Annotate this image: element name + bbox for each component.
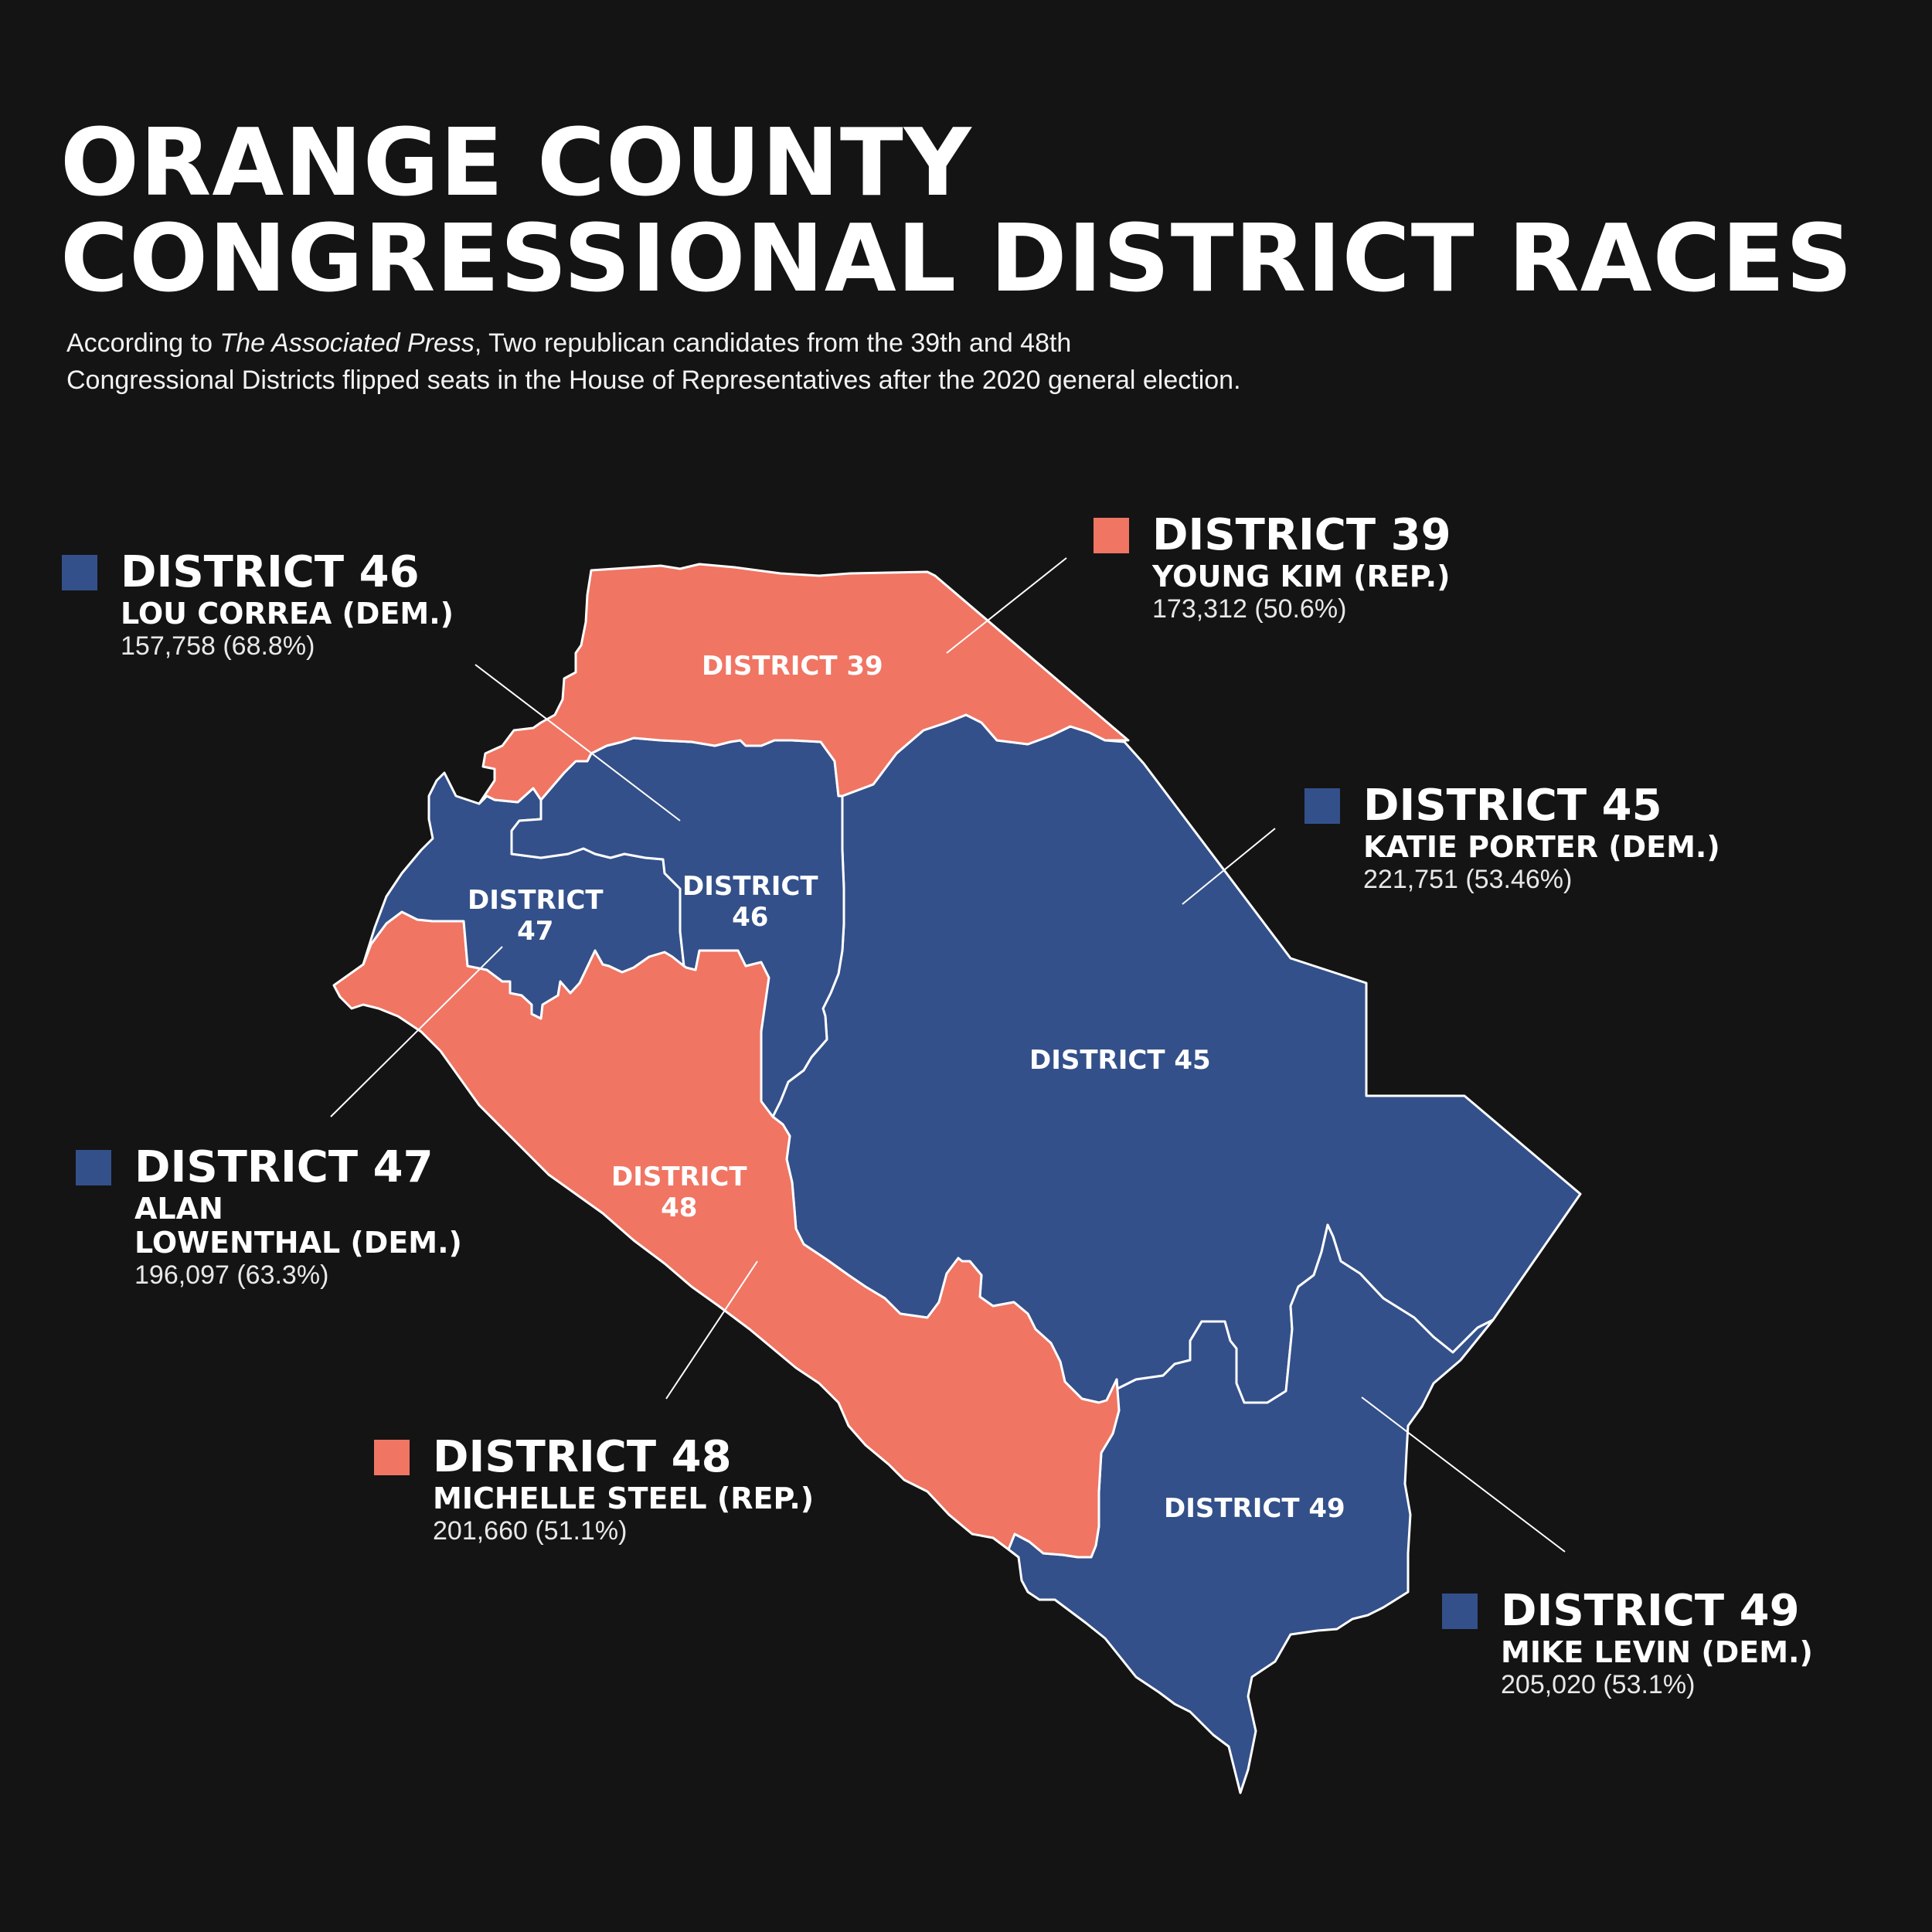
leader-line-45 [1182, 828, 1276, 905]
legend-39-header: DISTRICT 39 [1094, 512, 1451, 560]
legend-39-title: DISTRICT 39 [1152, 510, 1451, 560]
legend-46-votes: 157,758 (68.8%) [121, 631, 315, 661]
legend-district-39: DISTRICT 39 YOUNG KIM (REP.) 173,312 (50… [1094, 512, 1451, 624]
district-49-shape [1007, 1223, 1495, 1794]
legend-45-header: DISTRICT 45 [1304, 782, 1720, 830]
title-line-1: ORANGE COUNTY [60, 110, 972, 217]
leader-line-48 [665, 1260, 758, 1400]
legend-47-header: DISTRICT 47 [76, 1144, 462, 1192]
legend-48-title: DISTRICT 48 [433, 1432, 732, 1482]
legend-49-header: DISTRICT 49 [1442, 1587, 1813, 1635]
legend-39-votes: 173,312 (50.6%) [1152, 594, 1347, 624]
district-39-shape [478, 563, 1130, 805]
map-label-district-45: DISTRICT 45 [1029, 1045, 1211, 1076]
map-label-district-49: DISTRICT 49 [1164, 1493, 1345, 1524]
map-label-district-47: DISTRICT 47 [468, 885, 604, 947]
legend-district-45: DISTRICT 45 KATIE PORTER (DEM.) 221,751 … [1304, 782, 1720, 895]
republican-swatch [374, 1440, 410, 1475]
legend-47-votes: 196,097 (63.3%) [134, 1260, 329, 1290]
map-label-46-line-1: DISTRICT [682, 871, 818, 902]
leader-line-47 [330, 946, 503, 1117]
legend-district-47: DISTRICT 47 ALAN LOWENTHAL (DEM.) 196,09… [76, 1144, 462, 1291]
map-label-48-line-1: DISTRICT [611, 1162, 747, 1192]
legend-47-title: DISTRICT 47 [134, 1142, 434, 1192]
subtitle-prefix: According to [66, 328, 220, 358]
legend-district-49: DISTRICT 49 MIKE LEVIN (DEM.) 205,020 (5… [1442, 1587, 1813, 1700]
democrat-swatch [62, 555, 97, 590]
legend-45-candidate: KATIE PORTER (DEM.) [1363, 830, 1720, 864]
democrat-swatch [76, 1150, 111, 1185]
map-label-46-line-2: 46 [732, 902, 769, 933]
legend-47-candidate-line-2: LOWENTHAL (DEM.) [134, 1226, 462, 1260]
legend-49-candidate: MIKE LEVIN (DEM.) [1501, 1635, 1813, 1669]
legend-48-candidate: MICHELLE STEEL (REP.) [433, 1481, 815, 1515]
map-label-district-39: DISTRICT 39 [702, 651, 883, 682]
map-label-47-line-2: 47 [517, 916, 554, 947]
legend-district-48: DISTRICT 48 MICHELLE STEEL (REP.) 201,66… [374, 1434, 814, 1546]
subtitle-source: The Associated Press [219, 328, 474, 358]
map-label-47-line-1: DISTRICT [468, 885, 604, 916]
legend-45-title: DISTRICT 45 [1363, 781, 1662, 831]
legend-45-votes: 221,751 (53.46%) [1363, 865, 1573, 894]
map-label-district-46: DISTRICT 46 [682, 871, 818, 933]
leader-line-46 [474, 664, 681, 821]
subtitle-line-2: Congressional Districts flipped seats in… [66, 366, 1241, 395]
subtitle: According to The Associated Press, Two r… [66, 325, 1241, 399]
democrat-swatch [1304, 788, 1340, 824]
page-title: ORANGE COUNTY CONGRESSIONAL DISTRICT RAC… [60, 116, 1853, 308]
democrat-swatch [1442, 1594, 1478, 1629]
legend-47-candidate-line-1: ALAN [134, 1192, 223, 1226]
leader-line-49 [1361, 1396, 1566, 1553]
legend-39-candidate: YOUNG KIM (REP.) [1152, 560, 1451, 594]
subtitle-line-1: According to The Associated Press, Two r… [66, 325, 1241, 362]
republican-swatch [1094, 518, 1129, 553]
map-label-district-48: DISTRICT 48 [611, 1162, 747, 1223]
legend-district-46: DISTRICT 46 LOU CORREA (DEM.) 157,758 (6… [62, 549, 454, 662]
legend-48-header: DISTRICT 48 [374, 1434, 814, 1481]
legend-46-candidate: LOU CORREA (DEM.) [121, 597, 454, 631]
title-line-2: CONGRESSIONAL DISTRICT RACES [60, 206, 1854, 313]
legend-49-title: DISTRICT 49 [1501, 1586, 1800, 1636]
legend-48-votes: 201,660 (51.1%) [433, 1516, 628, 1546]
legend-49-votes: 205,020 (53.1%) [1501, 1670, 1696, 1699]
legend-46-title: DISTRICT 46 [121, 547, 420, 597]
legend-46-header: DISTRICT 46 [62, 549, 454, 597]
leader-line-39 [946, 557, 1067, 654]
map-label-48-line-2: 48 [661, 1192, 698, 1223]
subtitle-suffix: , Two republican candidates from the 39t… [474, 328, 1072, 358]
